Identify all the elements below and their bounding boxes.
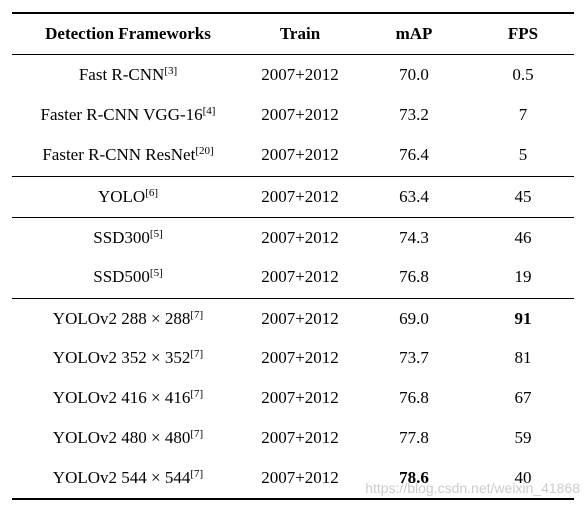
citation: [7] <box>190 388 204 400</box>
group-rule <box>12 176 574 177</box>
table-row: YOLOv2 416 × 416[7] 2007+2012 76.8 67 <box>12 378 574 418</box>
table-top-rule <box>12 12 574 14</box>
watermark: https://blog.csdn.net/weixin_41868 <box>365 480 580 496</box>
train-cell: 2007+2012 <box>261 105 339 124</box>
citation: [5] <box>149 267 163 279</box>
map-cell: 63.4 <box>399 187 429 206</box>
train-cell: 2007+2012 <box>261 228 339 247</box>
group-rule <box>12 298 574 299</box>
train-cell: 2007+2012 <box>261 348 339 367</box>
table-row: SSD300[5] 2007+2012 74.3 46 <box>12 218 574 258</box>
framework-cell: YOLOv2 416 × 416[7] <box>52 388 204 407</box>
framework-cell: Faster R-CNN ResNet[20] <box>42 145 214 164</box>
train-cell: 2007+2012 <box>261 468 339 487</box>
fps-cell: 40 <box>514 468 532 487</box>
fps-cell: 5 <box>518 145 528 164</box>
framework-cell: SSD300[5] <box>93 228 163 247</box>
header-framework: Detection Frameworks <box>45 24 211 43</box>
train-cell: 2007+2012 <box>261 187 339 206</box>
map-cell: 76.8 <box>399 267 429 286</box>
framework-cell: Fast R-CNN[3] <box>78 65 178 84</box>
table-row: Fast R-CNN[3] 2007+2012 70.0 0.5 <box>12 55 574 95</box>
table-row: SSD500[5] 2007+2012 76.8 19 <box>12 257 574 297</box>
fps-cell: 7 <box>518 105 528 124</box>
header-map: mAP <box>395 24 433 43</box>
fps-cell: 19 <box>514 267 532 286</box>
framework-cell: YOLOv2 480 × 480[7] <box>52 428 204 447</box>
group-rule <box>12 217 574 218</box>
framework-cell: YOLOv2 352 × 352[7] <box>52 348 204 367</box>
fps-cell: 81 <box>514 348 532 367</box>
train-cell: 2007+2012 <box>261 65 339 84</box>
table-bottom-rule <box>12 498 574 500</box>
framework-cell: YOLOv2 288 × 288[7] <box>52 309 204 328</box>
fps-cell: 0.5 <box>512 65 534 84</box>
map-cell: 76.8 <box>399 388 429 407</box>
citation: [4] <box>202 105 216 117</box>
citation: [7] <box>190 309 204 321</box>
citation: [7] <box>190 428 204 440</box>
fps-cell: 67 <box>514 388 532 407</box>
fps-cell: 45 <box>514 187 532 206</box>
fps-cell: 59 <box>514 428 532 447</box>
framework-cell: YOLO[6] <box>97 187 159 206</box>
framework-cell: Faster R-CNN VGG-16[4] <box>40 105 216 124</box>
framework-cell: YOLOv2 544 × 544[7] <box>52 468 204 487</box>
train-cell: 2007+2012 <box>261 145 339 164</box>
map-cell-best: 78.6 <box>399 468 429 487</box>
citation: [7] <box>190 468 204 480</box>
header-fps: FPS <box>507 24 539 43</box>
table-row: YOLOv2 544 × 544[7] 2007+2012 78.6 40 <box>12 458 574 498</box>
train-cell: 2007+2012 <box>261 309 339 328</box>
citation: [5] <box>149 228 163 240</box>
table-row: YOLOv2 352 × 352[7] 2007+2012 73.7 81 <box>12 338 574 378</box>
citation: [7] <box>190 348 204 360</box>
map-cell: 74.3 <box>399 228 429 247</box>
table-row: Faster R-CNN ResNet[20] 2007+2012 76.4 5 <box>12 135 574 175</box>
framework-cell: SSD500[5] <box>93 267 163 286</box>
citation: [6] <box>145 187 159 199</box>
table-row: YOLOv2 480 × 480[7] 2007+2012 77.8 59 <box>12 418 574 458</box>
table-header-row: Detection Frameworks Train mAP FPS <box>12 14 574 54</box>
map-cell: 76.4 <box>399 145 429 164</box>
map-cell: 69.0 <box>399 309 429 328</box>
header-train: Train <box>279 24 321 43</box>
train-cell: 2007+2012 <box>261 388 339 407</box>
map-cell: 77.8 <box>399 428 429 447</box>
train-cell: 2007+2012 <box>261 428 339 447</box>
train-cell: 2007+2012 <box>261 267 339 286</box>
citation: [20] <box>195 145 214 157</box>
table-row: Faster R-CNN VGG-16[4] 2007+2012 73.2 7 <box>12 95 574 135</box>
map-cell: 70.0 <box>399 65 429 84</box>
fps-cell: 46 <box>514 228 532 247</box>
map-cell: 73.2 <box>399 105 429 124</box>
fps-cell-best: 91 <box>514 309 532 328</box>
table-row: YOLO[6] 2007+2012 63.4 45 <box>12 177 574 217</box>
map-cell: 73.7 <box>399 348 429 367</box>
citation: [3] <box>164 65 178 77</box>
table-row: YOLOv2 288 × 288[7] 2007+2012 69.0 91 <box>12 299 574 339</box>
header-rule <box>12 54 574 55</box>
